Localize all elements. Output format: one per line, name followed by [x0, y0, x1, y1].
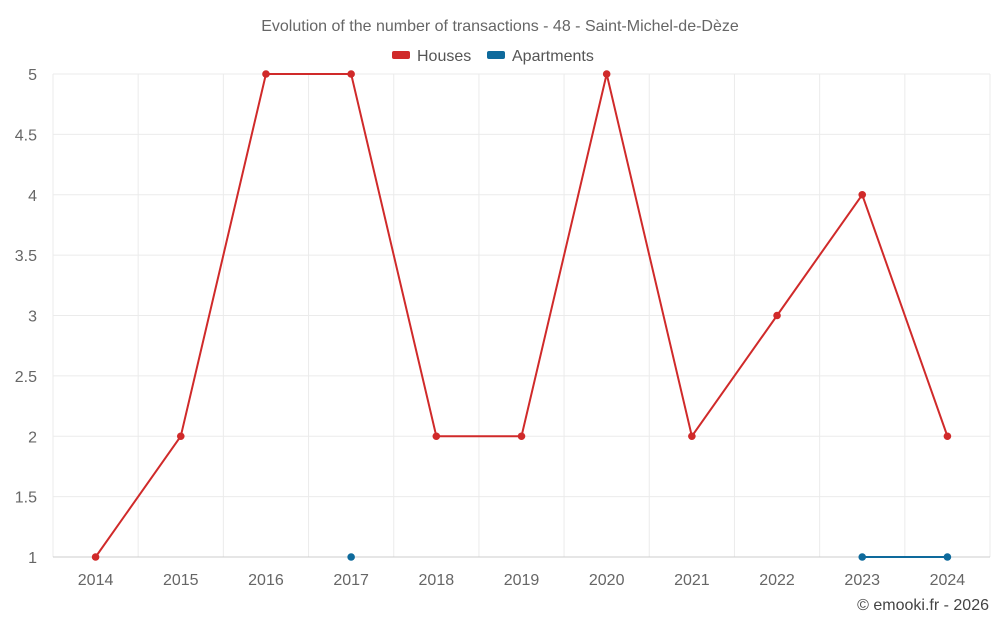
data-point-houses-2023[interactable] — [858, 190, 867, 199]
series-houses — [91, 70, 952, 561]
data-point-houses-2018[interactable] — [432, 432, 441, 441]
x-tick-label: 2021 — [674, 572, 710, 589]
legend-label-apartments: Apartments — [512, 48, 594, 65]
legend-item-apartments[interactable]: Apartments — [487, 48, 594, 65]
y-tick-label: 3 — [28, 309, 37, 326]
x-tick-label: 2020 — [589, 572, 625, 589]
x-tick-label: 2014 — [78, 572, 114, 589]
y-tick-label: 2 — [28, 429, 37, 446]
legend-label-houses: Houses — [417, 48, 471, 65]
series — [91, 70, 952, 561]
y-tick-label: 4 — [28, 188, 37, 205]
x-tick-label: 2024 — [930, 572, 966, 589]
y-axis-ticks: 1 1.5 2 2.5 3 3.5 4 4.5 5 — [15, 67, 37, 567]
y-tick-label: 1.5 — [15, 490, 37, 507]
legend-item-houses[interactable]: Houses — [392, 48, 471, 65]
data-point-houses-2020[interactable] — [602, 70, 611, 78]
chart-title: Evolution of the number of transactions … — [261, 18, 739, 35]
y-tick-label: 5 — [28, 67, 37, 84]
y-tick-label: 3.5 — [15, 248, 37, 265]
legend-swatch-apartments — [487, 51, 505, 59]
y-tick-label: 1 — [28, 550, 37, 567]
legend-swatch-houses — [392, 51, 410, 59]
x-tick-label: 2023 — [844, 572, 880, 589]
data-point-houses-2015[interactable] — [176, 432, 185, 441]
data-point-houses-2017[interactable] — [347, 70, 355, 78]
x-tick-label: 2022 — [759, 572, 795, 589]
y-tick-label: 2.5 — [15, 369, 37, 386]
data-point-houses-2024[interactable] — [943, 432, 952, 441]
x-axis-ticks: 2014 2015 2016 2017 2018 2019 2020 2021 2022 2023… — [78, 572, 966, 589]
data-point-apartments-2023[interactable] — [858, 553, 867, 561]
series-apartments — [347, 553, 952, 561]
data-point-apartments-2024[interactable] — [943, 553, 952, 561]
x-tick-label: 2017 — [333, 572, 369, 589]
x-tick-label: 2016 — [248, 572, 284, 589]
x-tick-label: 2019 — [504, 572, 540, 589]
data-point-houses-2022[interactable] — [773, 311, 781, 320]
credit-text: © emooki.fr - 2026 — [857, 597, 989, 614]
x-tick-label: 2015 — [163, 572, 199, 589]
data-point-houses-2021[interactable] — [688, 432, 696, 441]
data-point-houses-2016[interactable] — [262, 70, 270, 78]
data-point-houses-2014[interactable] — [91, 553, 100, 561]
y-tick-label: 4.5 — [15, 127, 37, 144]
legend: Houses Apartments — [392, 48, 594, 65]
data-point-houses-2019[interactable] — [517, 432, 526, 441]
x-tick-label: 2018 — [419, 572, 455, 589]
data-point-apartments-2017[interactable] — [347, 553, 355, 561]
grid — [52, 73, 991, 558]
